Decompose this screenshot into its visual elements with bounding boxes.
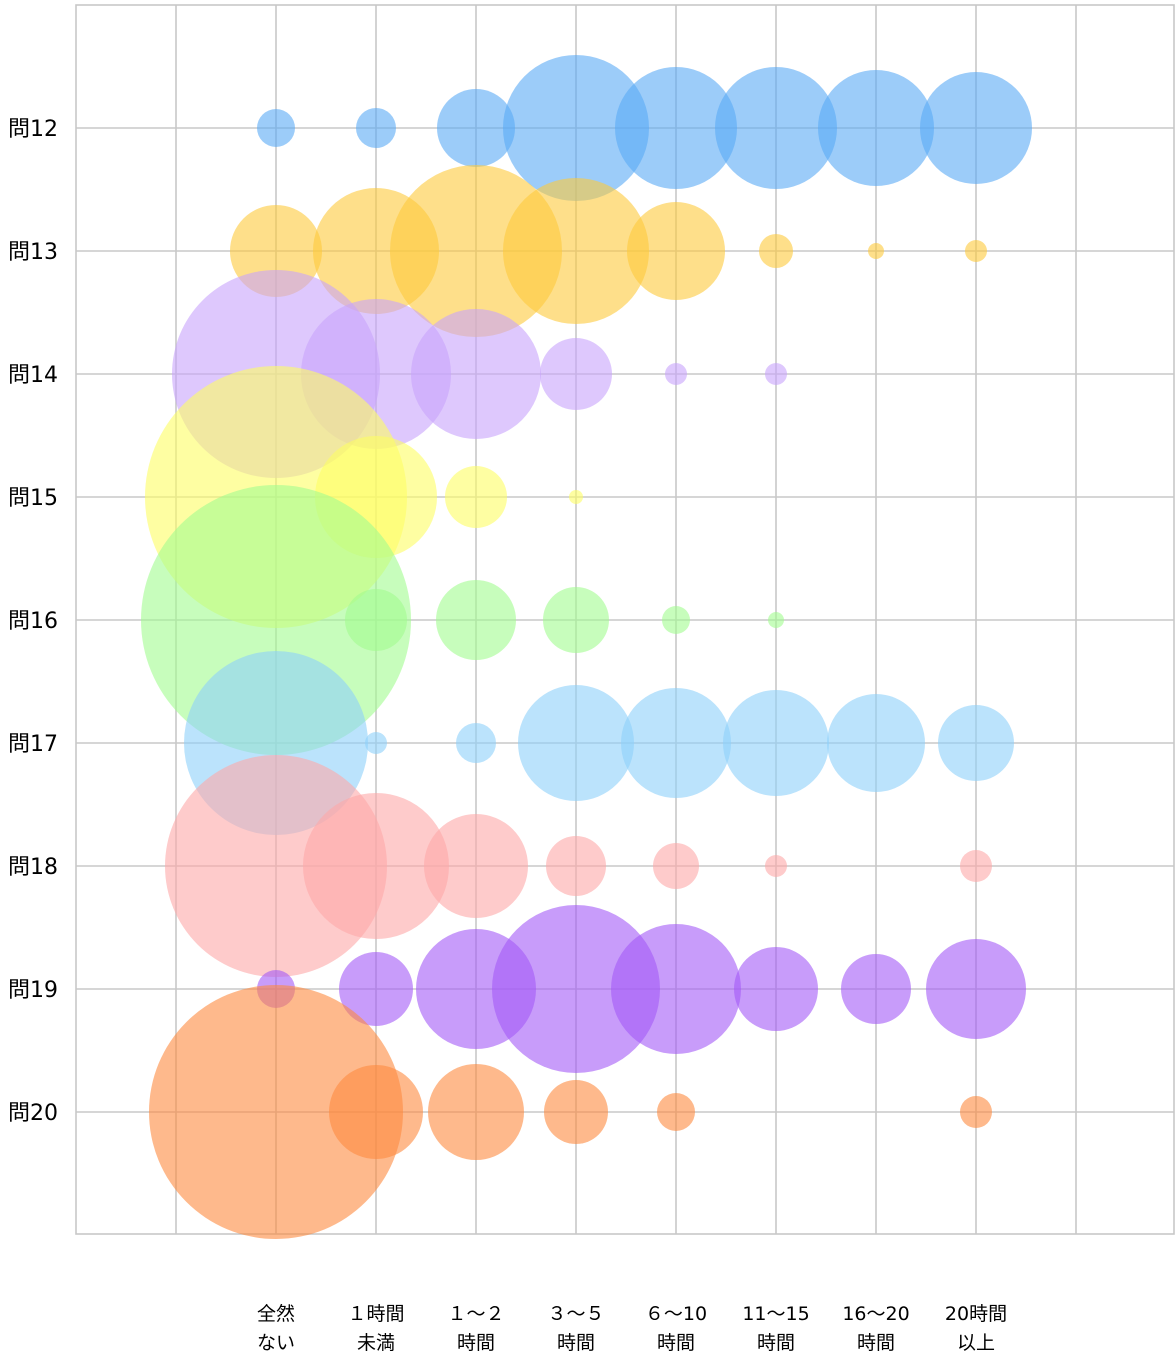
bubble — [437, 89, 515, 167]
bubble — [356, 108, 396, 148]
bubble — [627, 202, 725, 300]
bubble — [765, 855, 787, 877]
bubble — [365, 732, 387, 754]
bubble — [569, 490, 583, 504]
x-tick-label-line1: 全然 — [257, 1303, 295, 1325]
bubble — [662, 606, 690, 634]
bubble — [503, 178, 649, 324]
x-tick-label-line1: １～２ — [447, 1303, 504, 1325]
bubble — [960, 1096, 992, 1128]
x-tick-label-line2: ない — [257, 1332, 295, 1354]
bubble — [546, 836, 606, 896]
bubble — [428, 1064, 524, 1160]
bubbles — [141, 55, 1032, 1239]
x-tick-label-line2: 時間 — [557, 1332, 595, 1354]
bubble — [621, 688, 731, 798]
y-axis-labels: 問12 問13 問14 問15 問16 問17 問18 問19 問20 — [8, 117, 58, 1126]
y-tick-label: 問20 — [8, 1101, 58, 1126]
bubble — [424, 814, 528, 918]
x-tick-label-line2: 以上 — [957, 1332, 995, 1354]
x-tick-label-line1: ６～10 — [645, 1303, 707, 1325]
bubble — [611, 924, 741, 1054]
y-tick-label: 問19 — [8, 978, 58, 1003]
x-tick-label-line2: 時間 — [757, 1332, 795, 1354]
bubble — [765, 363, 787, 385]
bubble — [965, 240, 987, 262]
bubble — [445, 466, 507, 528]
bubble — [257, 109, 295, 147]
bubble — [665, 363, 687, 385]
x-tick-label-line1: 20時間 — [945, 1303, 1007, 1325]
x-tick-label-line1: 16～20 — [842, 1303, 909, 1325]
bubble — [329, 1065, 423, 1159]
y-tick-label: 問14 — [8, 363, 58, 388]
bubble — [938, 705, 1014, 781]
bubble — [543, 587, 609, 653]
x-tick-label-line1: １時間 — [347, 1303, 404, 1325]
bubble — [926, 939, 1026, 1039]
bubble — [715, 67, 837, 189]
x-tick-label-line1: ３～５ — [547, 1303, 604, 1325]
x-tick-label-line2: 未満 — [357, 1332, 395, 1354]
bubble — [653, 843, 699, 889]
bubble — [411, 309, 541, 439]
bubble — [303, 793, 449, 939]
bubble — [456, 723, 496, 763]
bubble — [818, 70, 934, 186]
bubble — [503, 55, 649, 201]
x-tick-label-line2: 時間 — [457, 1332, 495, 1354]
bubble — [339, 952, 413, 1026]
x-tick-label-line2: 時間 — [657, 1332, 695, 1354]
y-tick-label: 問16 — [8, 609, 58, 634]
y-tick-label: 問12 — [8, 117, 58, 142]
y-tick-label: 問18 — [8, 855, 58, 880]
bubble — [149, 985, 403, 1239]
bubble — [436, 580, 516, 660]
bubble — [518, 685, 634, 801]
bubble — [492, 905, 660, 1073]
y-tick-label: 問13 — [8, 240, 58, 265]
bubble — [544, 1080, 608, 1144]
x-tick-label-line2: 時間 — [857, 1332, 895, 1354]
bubble — [657, 1093, 695, 1131]
y-tick-label: 問15 — [8, 486, 58, 511]
bubble — [768, 612, 784, 628]
bubble — [345, 589, 407, 651]
bubble — [615, 67, 737, 189]
x-tick-label-line1: 11～15 — [742, 1303, 809, 1325]
bubble — [868, 243, 884, 259]
bubble — [841, 954, 911, 1024]
bubble — [759, 234, 793, 268]
plot-frame — [75, 4, 1175, 1235]
bubble — [920, 72, 1032, 184]
bubble — [540, 338, 612, 410]
bubble — [827, 694, 925, 792]
y-tick-label: 問17 — [8, 732, 58, 757]
bubble — [960, 850, 992, 882]
bubble — [734, 947, 818, 1031]
bubble — [723, 690, 829, 796]
